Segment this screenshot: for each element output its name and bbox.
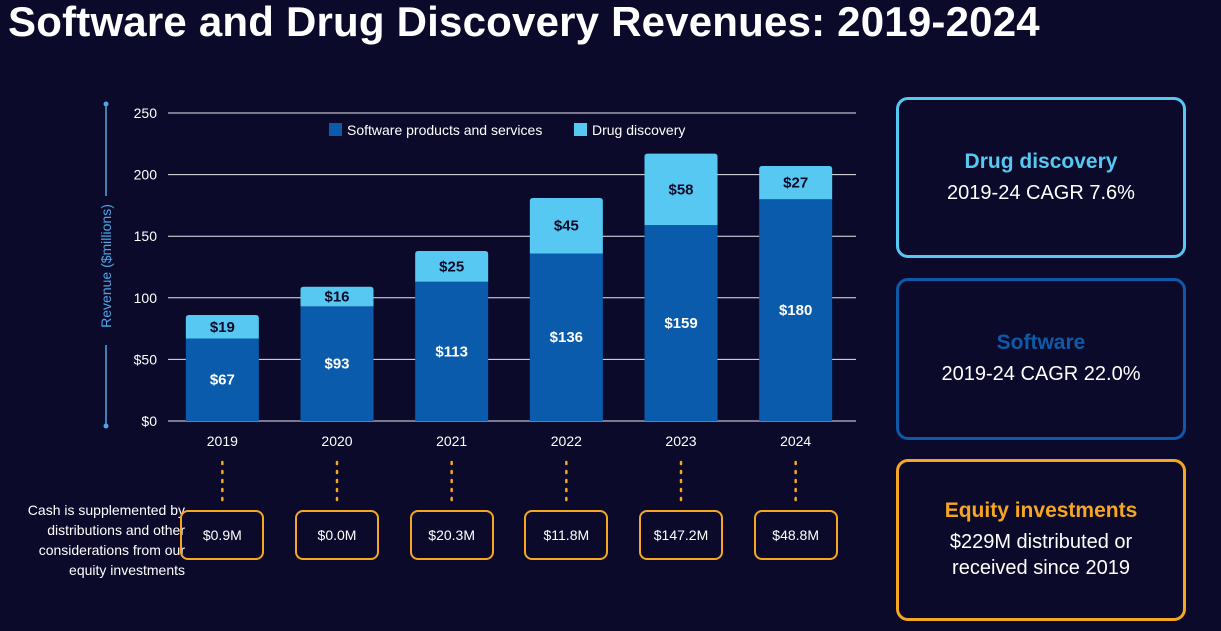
y-tick-label: $0	[141, 413, 157, 429]
ylabel-dot-top	[103, 101, 109, 107]
drug-discovery-kpi-title: Drug discovery	[964, 149, 1118, 173]
bar-label-drug-2019: $19	[210, 319, 235, 336]
bar-software-2019	[185, 338, 259, 421]
ylabel-dot-bottom	[103, 423, 109, 429]
cash-box-2024: $48.8M	[753, 510, 838, 560]
axis-layer: $0 $50 100 150 200 250 Revenue ($millions) 2019…	[98, 101, 811, 449]
bar-label-drug-2024: $27	[783, 175, 808, 192]
cash-box-2021: $20.3M	[409, 510, 494, 560]
software-kpi-box: Software 2019-24 CAGR 22.0%	[896, 278, 1186, 440]
y-tick-label: $50	[134, 351, 158, 367]
bar-label-software-2023: $159	[664, 315, 697, 332]
bar-software-2023	[644, 225, 718, 421]
bar-drug-2022	[529, 198, 603, 254]
cash-box-2019: $0.9M	[180, 510, 265, 560]
bar-label-software-2022: $136	[550, 329, 583, 346]
bar-software-2022	[529, 253, 603, 421]
cash-note: Cash is supplemented by distributions an…	[27, 502, 185, 578]
bar-drug-2023	[644, 153, 718, 226]
equity-kpi-title: Equity investments	[944, 499, 1138, 522]
drug-discovery-kpi-cagr: 2019-24 CAGR 7.6%	[947, 181, 1135, 204]
bar-drug-2019	[185, 315, 259, 339]
grid-layer	[168, 112, 856, 422]
x-tick-label-2019: 2019	[207, 433, 238, 449]
bar-label-drug-2021: $25	[439, 258, 464, 275]
software-kpi-title: Software	[996, 331, 1086, 354]
bar-label-drug-2022: $45	[554, 218, 579, 235]
y-axis-label: Revenue ($millions)	[98, 204, 114, 328]
x-tick-label-2022: 2022	[551, 433, 582, 449]
bar-label-software-2019: $67	[210, 372, 235, 389]
legend-swatch-software	[329, 123, 342, 136]
legend-label-drug: Drug discovery	[592, 122, 685, 138]
cash-box-2023: $147.2M	[639, 510, 723, 560]
bar-software-2024	[759, 199, 833, 421]
bar-drug-2020	[300, 286, 374, 307]
bar-layer: $67 $19 $93 $16 $113 $25 $136 $45 $159 $58 $180 $27	[185, 153, 833, 421]
legend: Software products and services Drug disco…	[329, 122, 685, 138]
bar-software-2021	[415, 281, 489, 421]
bar-label-software-2024: $180	[779, 302, 812, 319]
bar-software-2020	[300, 306, 374, 421]
x-tick-label-2021: 2021	[436, 433, 467, 449]
drug-discovery-kpi-box: Drug discovery 2019-24 CAGR 7.6%	[896, 97, 1186, 258]
y-tick-label: 250	[134, 105, 158, 121]
connector-layer	[221, 460, 797, 507]
legend-label-software: Software products and services	[347, 122, 542, 138]
page-title: Software and Drug Discovery Revenues: 20…	[8, 0, 1040, 45]
legend-swatch-drug	[574, 123, 587, 136]
bar-drug-2021	[415, 250, 489, 282]
software-kpi-cagr: 2019-24 CAGR 22.0%	[941, 363, 1141, 385]
y-tick-label: 100	[134, 290, 158, 306]
bar-label-drug-2023: $58	[668, 181, 693, 198]
revenue-chart: $0 $50 100 150 200 250 Revenue ($millions) 2019…	[98, 101, 856, 507]
y-tick-label: 150	[134, 228, 158, 244]
cash-box-2022: $11.8M	[524, 510, 609, 560]
equity-kpi-line1: $229M distributed or	[949, 531, 1133, 553]
bar-label-software-2021: $113	[435, 343, 468, 360]
bar-drug-2024	[759, 165, 833, 200]
x-tick-label-2020: 2020	[321, 433, 352, 449]
bar-label-drug-2020: $16	[324, 289, 349, 306]
equity-kpi-box: Equity investments $229M distributed or …	[896, 459, 1186, 621]
x-tick-label-2023: 2023	[665, 433, 696, 449]
cash-box-2020: $0.0M	[295, 510, 379, 560]
x-tick-label-2024: 2024	[780, 433, 811, 449]
y-tick-label: 200	[134, 167, 158, 183]
bar-label-software-2020: $93	[324, 356, 349, 373]
equity-kpi-line2: received since 2019	[952, 557, 1130, 579]
